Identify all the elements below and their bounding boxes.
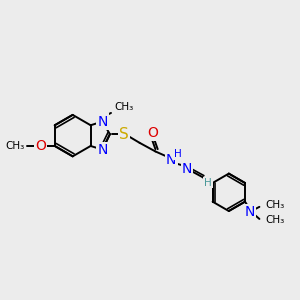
Text: O: O xyxy=(147,126,158,140)
Text: N: N xyxy=(182,162,192,176)
Text: N: N xyxy=(166,153,176,167)
Text: N: N xyxy=(97,115,108,129)
Text: N: N xyxy=(244,205,254,219)
Text: H: H xyxy=(174,149,182,159)
Text: N: N xyxy=(97,142,108,157)
Text: CH₃: CH₃ xyxy=(265,215,284,225)
Text: O: O xyxy=(35,139,46,153)
Text: CH₃: CH₃ xyxy=(115,102,134,112)
Text: H: H xyxy=(204,178,212,188)
Text: CH₃: CH₃ xyxy=(265,200,284,210)
Text: S: S xyxy=(119,127,129,142)
Text: CH₃: CH₃ xyxy=(5,141,24,151)
